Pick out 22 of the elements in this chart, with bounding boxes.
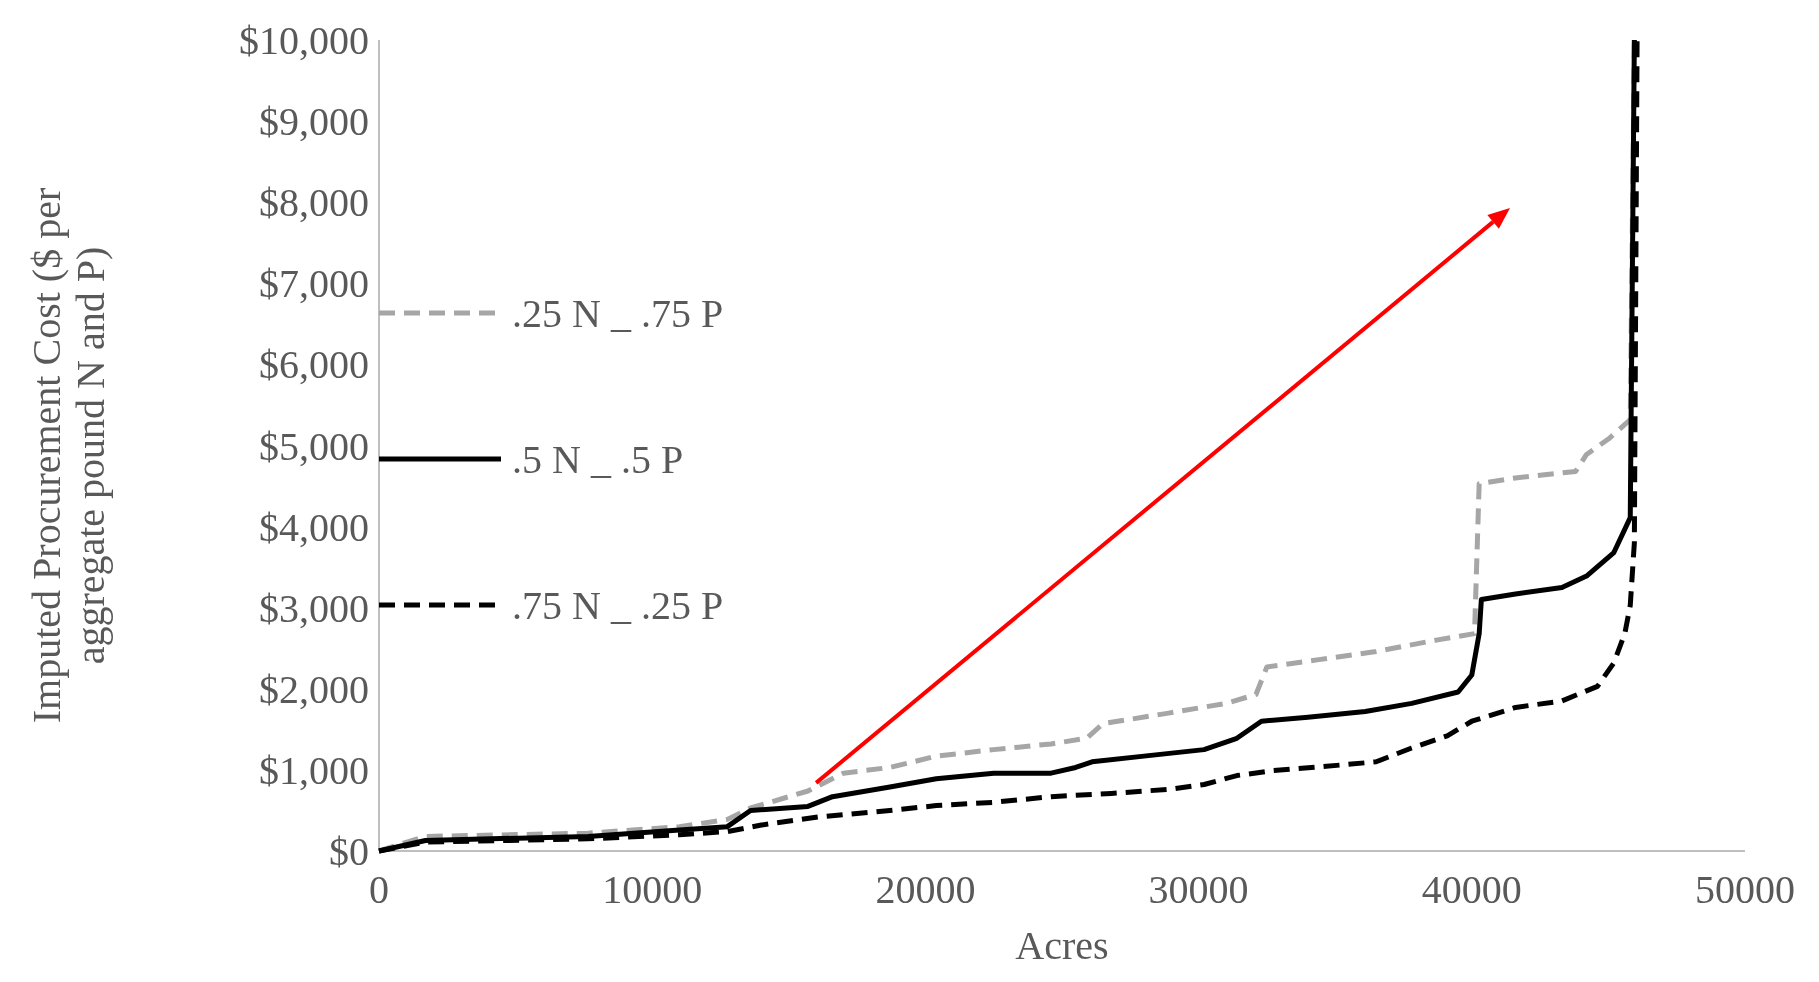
y-tick-label: $4,000 bbox=[259, 504, 369, 550]
y-tick-label: $7,000 bbox=[259, 261, 369, 307]
x-tick-label: 40000 bbox=[1421, 867, 1522, 912]
y-axis-title: Imputed Procurement Cost ($ per aggregate pound N and P) bbox=[24, 187, 113, 724]
legend-label: .25 N _ .75 P bbox=[512, 291, 724, 336]
y-tick-label: $3,000 bbox=[259, 585, 369, 631]
x-tick-label: 50000 bbox=[1695, 867, 1795, 912]
x-tick-label: 30000 bbox=[1148, 867, 1249, 912]
y-tick-label: $9,000 bbox=[259, 99, 369, 145]
y-tick-label: $5,000 bbox=[259, 423, 369, 469]
legend-label: .5 N _ .5 P bbox=[512, 437, 684, 482]
y-tick-label: $6,000 bbox=[259, 342, 369, 388]
y-tick-label: $10,000 bbox=[239, 18, 369, 63]
y-tick-label: $2,000 bbox=[259, 666, 369, 712]
x-tick-label: 10000 bbox=[602, 867, 703, 912]
x-tick-label: 20000 bbox=[875, 867, 976, 912]
x-tick-label: 0 bbox=[369, 867, 389, 912]
y-tick-label: $8,000 bbox=[259, 180, 369, 226]
x-axis-title: Acres bbox=[1015, 923, 1109, 968]
y-tick-label: $0 bbox=[329, 829, 369, 874]
y-tick-label: $1,000 bbox=[259, 747, 369, 793]
legend-label: .75 N _ .25 P bbox=[512, 583, 724, 628]
